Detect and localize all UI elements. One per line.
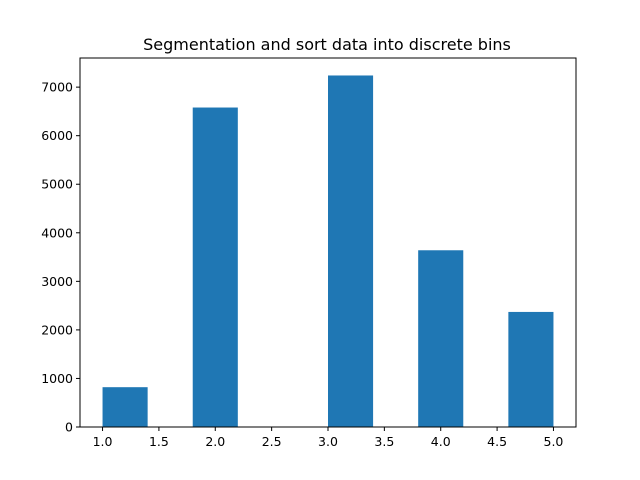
histogram-bar-4 [328,75,374,428]
x-axis-ticks: 1.0 1.5 2.0 2.5 3.0 3.5 4.0 4.5 5.0 [93,427,564,449]
histogram-bar-6 [508,311,554,427]
x-tick-label: 2.5 [262,434,282,449]
x-tick-label: 1.5 [149,434,169,449]
bars-group [102,75,554,428]
y-axis-ticks: 0 1000 2000 3000 4000 5000 6000 7000 [41,80,80,435]
histogram-bar-1 [102,387,148,427]
y-tick-label: 7000 [41,80,73,95]
y-tick-label: 1000 [41,371,73,386]
x-tick-label: 1.0 [93,434,113,449]
histogram-bar-2 [192,107,238,427]
x-tick-label: 5.0 [544,434,564,449]
y-tick-label: 5000 [41,177,73,192]
y-tick-label: 6000 [41,128,73,143]
x-tick-label: 3.0 [318,434,338,449]
x-tick-label: 3.5 [374,434,394,449]
plot-frame [79,57,577,428]
y-tick-label: 2000 [41,322,73,337]
y-tick-label: 4000 [41,225,73,240]
x-tick-label: 4.5 [487,434,507,449]
histogram-bar-5 [418,250,464,427]
chart-title: Segmentation and sort data into discrete… [143,35,511,54]
y-tick-label: 3000 [41,274,73,289]
x-tick-label: 4.0 [431,434,451,449]
y-tick-label: 0 [65,420,73,435]
x-tick-label: 2.0 [205,434,225,449]
